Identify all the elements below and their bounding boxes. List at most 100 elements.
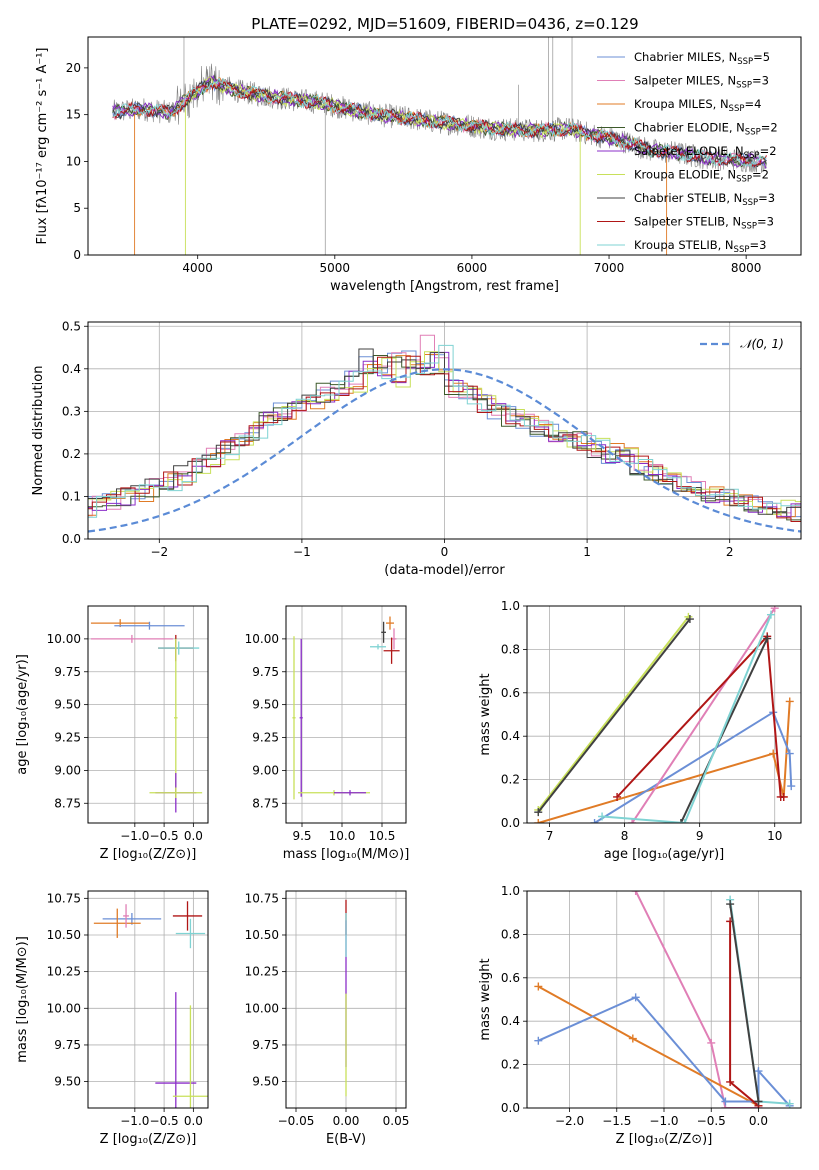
- x-tick-label: 9.5: [292, 829, 311, 843]
- spectrum-legend: Chabrier MILES, NSSP=5 Salpeter MILES, NS…: [597, 50, 778, 255]
- x-tick-label: −0.5: [150, 1114, 179, 1128]
- x-tick-label: −2: [150, 545, 168, 559]
- plot-mass-age: 9.5 10.0 10.5 8.75 9.00 9.25 9.50 9.75 10.00 mass…: [245, 605, 410, 862]
- y-axis-label: mass weight: [478, 673, 493, 755]
- y-tick-label: 0.8: [501, 642, 520, 656]
- plot-area-Z-weight: [527, 891, 801, 1108]
- residual-histogram: [88, 348, 801, 515]
- y-axis-label: Normed distribution: [31, 366, 46, 496]
- residual-histogram: [88, 351, 801, 517]
- weight-marker: [721, 1097, 730, 1106]
- residual-histogram: [88, 351, 801, 515]
- weight-line: [594, 710, 793, 823]
- y-tick-label: 9.00: [252, 763, 279, 777]
- y-tick-label: 0.6: [501, 971, 520, 985]
- y-tick-label: 0.5: [62, 319, 81, 333]
- weight-line: [537, 985, 759, 1107]
- spectrum-model-line: [112, 77, 767, 169]
- y-axis-label: age [log₁₀(age/yr)]: [15, 654, 30, 775]
- y-tick-label: 10.75: [47, 891, 81, 905]
- y-tick-label: 9.75: [54, 1038, 81, 1052]
- weight-marker: [631, 993, 640, 1002]
- x-axis-label: Z [log₁₀(Z/Z⊙)]: [100, 847, 197, 862]
- y-tick-label: 10.75: [245, 891, 279, 905]
- x-tick-label: −1: [293, 545, 311, 559]
- weight-marker: [534, 819, 543, 823]
- x-tick-label: 0: [441, 545, 449, 559]
- x-tick-label: 7000: [594, 261, 625, 275]
- weight-marker: [534, 982, 543, 991]
- y-tick-label: 0.4: [501, 729, 520, 743]
- x-axis-label: E(B-V): [326, 1132, 366, 1147]
- y-tick-label: 10.00: [47, 1001, 81, 1015]
- weight-marker: [770, 606, 779, 613]
- spectrum-model-line: [134, 76, 668, 255]
- legend-entry: Chabrier MILES, NSSP=5: [634, 50, 770, 67]
- weight-marker: [726, 1077, 735, 1086]
- weight-marker: [785, 697, 794, 706]
- x-axis-label: age [log₁₀(age/yr)]: [604, 847, 725, 862]
- weight-line: [537, 618, 691, 813]
- plot-ebv-mass: −0.05 0.00 0.05 9.50 9.75 10.00 10.25 10.50 10.7…: [245, 890, 409, 1147]
- y-tick-label: 0.3: [62, 404, 81, 418]
- axes-frame: [526, 890, 802, 1109]
- y-tick-label: 10.25: [245, 965, 279, 979]
- x-tick-label: 0.0: [184, 829, 203, 843]
- x-tick-label: −0.5: [150, 829, 179, 843]
- weight-line: [631, 607, 776, 823]
- y-tick-label: 1.0: [501, 599, 520, 613]
- plot-Z-age: −1.0 −0.5 0.0 8.75 9.00 9.25 9.50 9.75 10.00 Z [l…: [15, 605, 209, 862]
- y-tick-label: 10.50: [47, 928, 81, 942]
- y-tick-label: 9.75: [252, 665, 279, 679]
- y-tick-label: 9.00: [54, 763, 81, 777]
- x-tick-label: 2: [726, 545, 734, 559]
- x-tick-label: −1.0: [120, 1114, 149, 1128]
- y-tick-label: 10.00: [245, 1001, 279, 1015]
- weight-marker: [787, 782, 796, 791]
- x-tick-label: −2.0: [555, 1114, 584, 1128]
- weight-marker: [754, 1097, 763, 1106]
- y-tick-label: 0.0: [501, 816, 520, 830]
- y-tick-label: 10: [66, 154, 81, 168]
- x-axis-label: Z [log₁₀(Z/Z⊙)]: [616, 1132, 713, 1147]
- y-tick-label: 20: [66, 61, 81, 75]
- weight-line: [616, 634, 784, 798]
- weight-marker: [785, 749, 794, 758]
- x-tick-label: 10.0: [329, 829, 356, 843]
- y-tick-label: 0.2: [501, 1058, 520, 1072]
- weight-marker: [779, 792, 788, 801]
- y-tick-label: 0.8: [501, 927, 520, 941]
- weight-line: [537, 996, 791, 1107]
- spectrum-model-line: [184, 76, 581, 255]
- plot-area-mass-age: [286, 606, 406, 823]
- weight-marker: [631, 891, 640, 895]
- y-tick-label: 10.50: [245, 928, 279, 942]
- x-tick-label: 10: [767, 829, 782, 843]
- weight-marker: [613, 792, 622, 801]
- y-axis-label: Flux [fλ10⁻¹⁷ erg cm⁻² s⁻¹ A⁻¹]: [35, 48, 50, 245]
- weight-marker: [726, 900, 735, 909]
- y-tick-label: 0.0: [62, 532, 81, 546]
- x-tick-label: −0.5: [697, 1114, 726, 1128]
- weight-marker: [754, 1067, 763, 1076]
- weight-line: [679, 638, 769, 823]
- x-tick-label: 8: [621, 829, 629, 843]
- weight-marker: [534, 1036, 543, 1045]
- weight-marker: [769, 749, 778, 758]
- x-tick-label: 0.0: [749, 1114, 768, 1128]
- y-tick-label: 0.4: [62, 362, 81, 376]
- y-tick-label: 8.75: [54, 796, 81, 810]
- weight-marker: [628, 819, 637, 823]
- plot-residuals: −2 −1 0 1 2 0.0 0.1 0.2 0.3 0.4 0.5 (data-model)/er…: [31, 319, 802, 578]
- weight-marker: [785, 1099, 794, 1108]
- x-axis-label: mass [log₁₀(M/M⊙)]: [283, 847, 410, 862]
- legend-entry: Kroupa STELIB, NSSP=3: [634, 238, 766, 255]
- x-tick-label: −1.0: [120, 829, 149, 843]
- weight-line: [634, 891, 759, 1108]
- weight-marker: [534, 808, 543, 817]
- plot-Z-weight: −2.0 −1.5 −1.0 −0.5 0.0 0.0 0.2 0.4 0.6 0.8 1.0 Z […: [478, 884, 802, 1147]
- axes-frame: [87, 605, 209, 824]
- y-tick-label: 15: [66, 108, 81, 122]
- x-tick-label: 7: [546, 829, 554, 843]
